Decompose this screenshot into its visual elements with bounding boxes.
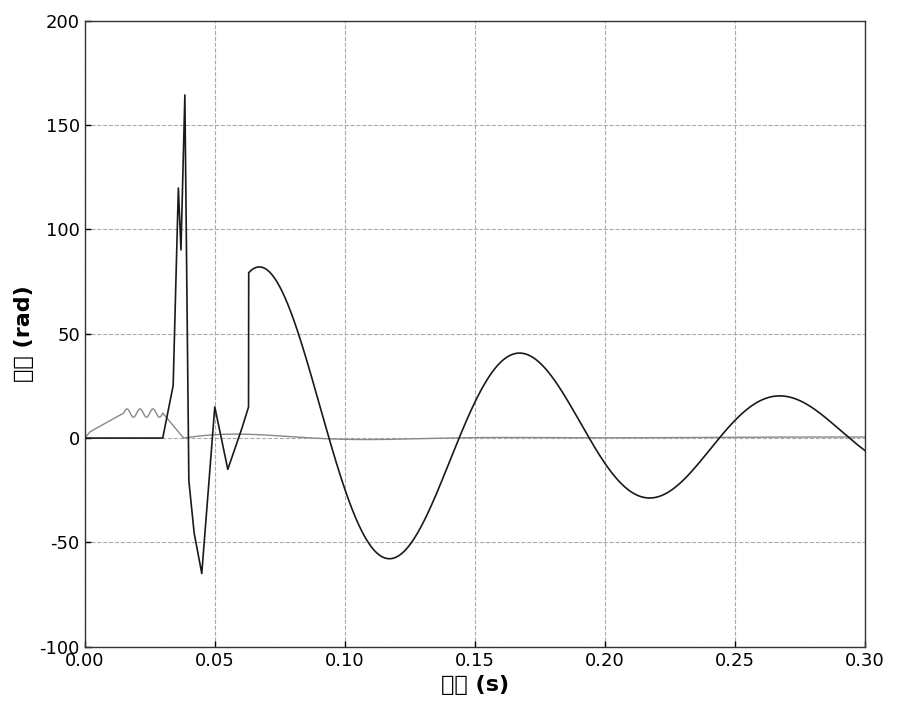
Y-axis label: 幅值 (rad): 幅值 (rad) <box>13 286 34 382</box>
X-axis label: 时间 (s): 时间 (s) <box>441 675 509 695</box>
